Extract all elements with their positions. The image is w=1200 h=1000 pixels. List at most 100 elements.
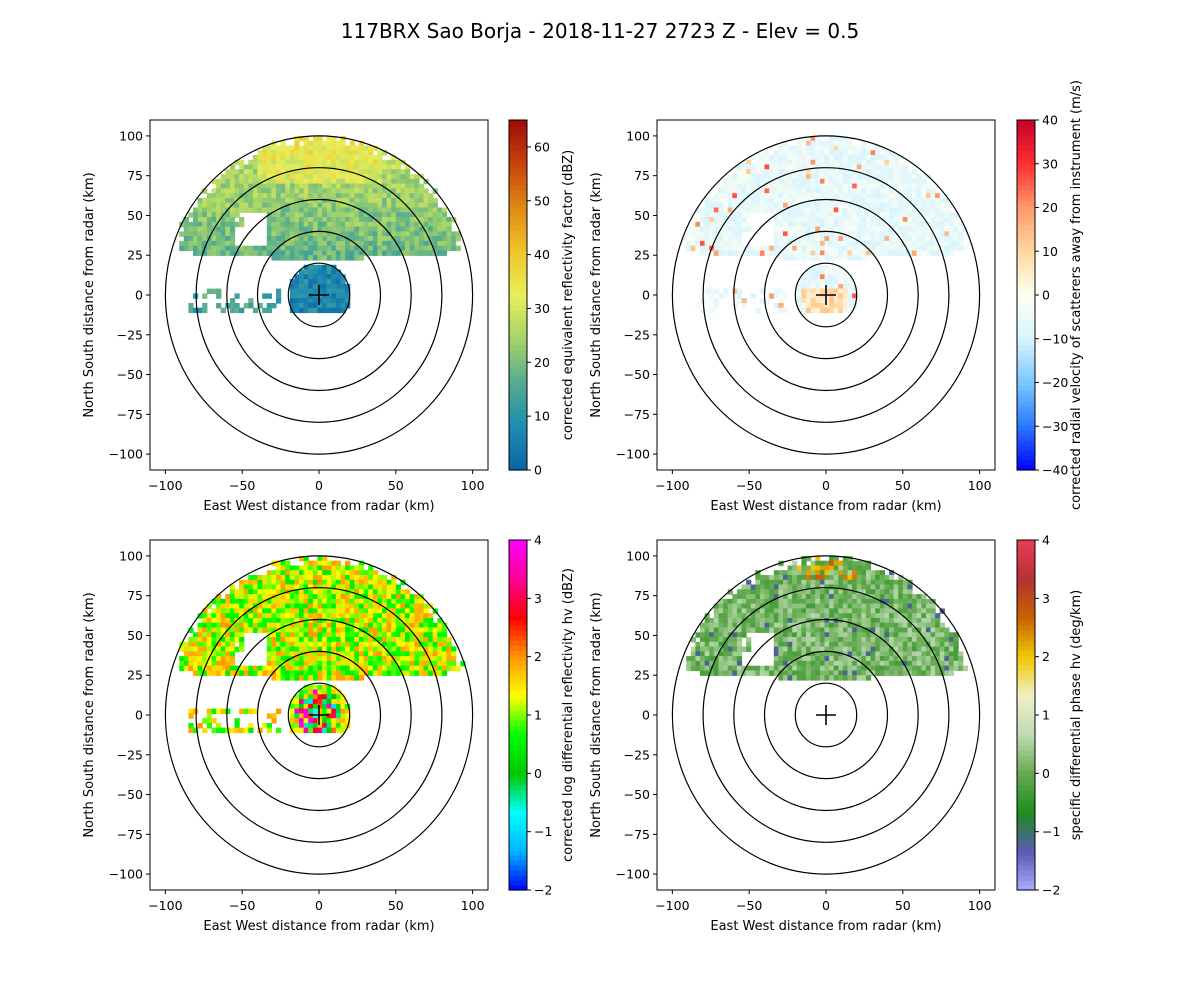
echo-cell: [787, 159, 793, 166]
echo-cell: [884, 575, 890, 581]
echo-cell: [349, 231, 355, 237]
colorbar-segment: [1017, 280, 1035, 286]
echo-cell: [266, 188, 272, 194]
echo-cell: [252, 178, 259, 185]
echo-cell: [331, 560, 337, 567]
colorbar-segment: [1017, 205, 1035, 211]
echo-cell: [312, 298, 319, 304]
echo-cell: [898, 193, 904, 199]
echo-cell: [755, 193, 761, 199]
echo-cell: [262, 723, 268, 729]
echo-cell: [783, 632, 789, 638]
echo-cell: [225, 202, 231, 209]
echo-cell: [262, 198, 268, 204]
echo-cell: [308, 293, 314, 299]
echo-field-velocity: [681, 135, 973, 314]
echo-cell: [331, 703, 337, 710]
echo-cell: [898, 155, 904, 161]
echo-cell: [810, 178, 816, 185]
colorbar-segment: [1017, 190, 1035, 196]
echo-cell: [257, 618, 263, 624]
echo-cell: [358, 236, 365, 242]
echo-cell: [289, 255, 295, 261]
echo-cell: [188, 245, 194, 252]
echo-cell: [299, 713, 305, 719]
echo-cell: [276, 207, 282, 213]
echo-cell: [299, 656, 305, 662]
echo-cell: [847, 283, 853, 290]
echo-cell: [345, 560, 351, 567]
echo-cell: [783, 193, 789, 199]
echo-cell: [801, 164, 807, 170]
echo-cell: [345, 169, 351, 175]
echo-cell: [405, 221, 411, 228]
echo-cell: [810, 608, 816, 614]
echo-cell: [746, 627, 752, 633]
echo-cell: [847, 646, 853, 652]
echo-cell: [216, 651, 222, 657]
echo-cell: [838, 613, 844, 619]
echo-cell: [358, 145, 365, 151]
echo-cell: [870, 575, 876, 581]
echo-cell: [308, 279, 314, 285]
echo-cell: [382, 159, 388, 166]
echo-cell: [294, 708, 300, 714]
echo-cell: [197, 632, 203, 638]
echo-cell: [773, 169, 779, 175]
echo-cell: [925, 245, 932, 252]
echo-cell: [326, 622, 332, 629]
echo-cell: [358, 613, 365, 619]
echo-cell: [285, 255, 291, 261]
echo-cell: [736, 293, 743, 299]
echo-cell: [271, 718, 277, 724]
echo-cell: [428, 207, 434, 213]
echo-cell: [372, 641, 378, 648]
echo-cell: [308, 307, 314, 314]
echo-cell: [713, 613, 719, 619]
echo-cell: [368, 231, 374, 237]
echo-cell: [723, 231, 729, 237]
echo-cell: [211, 651, 217, 657]
echo-cell: [299, 641, 305, 648]
echo-cell: [335, 598, 342, 605]
echo-cell: [856, 207, 862, 213]
echo-cell: [418, 622, 425, 629]
colorbar-segment: [509, 775, 527, 781]
colorbar-segment: [509, 445, 527, 451]
echo-cell: [432, 646, 438, 652]
echo-cell: [787, 250, 793, 256]
echo-cell: [248, 670, 254, 676]
echo-cell: [902, 646, 908, 652]
range-ring-40km: [763, 230, 889, 360]
echo-cell: [299, 150, 305, 156]
echo-cell: [229, 207, 236, 213]
echo-cell: [248, 303, 254, 309]
echo-cell: [322, 226, 328, 232]
echo-cell: [796, 174, 802, 180]
echo-cell: [852, 155, 858, 161]
echo-cell: [441, 217, 448, 223]
echo-cell: [202, 307, 208, 314]
echo-cell: [289, 155, 295, 161]
echo-cell: [358, 560, 365, 567]
echo-cell: [363, 603, 369, 609]
echo-cell: [354, 565, 360, 571]
echo-cell: [317, 264, 323, 271]
echo-cell: [889, 164, 895, 170]
colorbar-tick-label: 30: [534, 301, 550, 316]
echo-cell: [879, 618, 885, 624]
echo-cell: [787, 608, 793, 614]
echo-cell: [833, 307, 839, 314]
echo-cell: [303, 665, 309, 672]
echo-cell: [354, 594, 360, 600]
colorbar-segment: [509, 145, 527, 151]
echo-cell: [220, 656, 226, 662]
echo-cell: [363, 236, 369, 242]
echo-cell: [400, 656, 406, 662]
echo-cell: [354, 627, 360, 633]
echo-cell: [746, 198, 752, 204]
echo-cell: [363, 618, 369, 624]
echo-cell: [838, 135, 844, 142]
echo-cell: [723, 183, 729, 189]
echo-cell: [801, 632, 807, 638]
